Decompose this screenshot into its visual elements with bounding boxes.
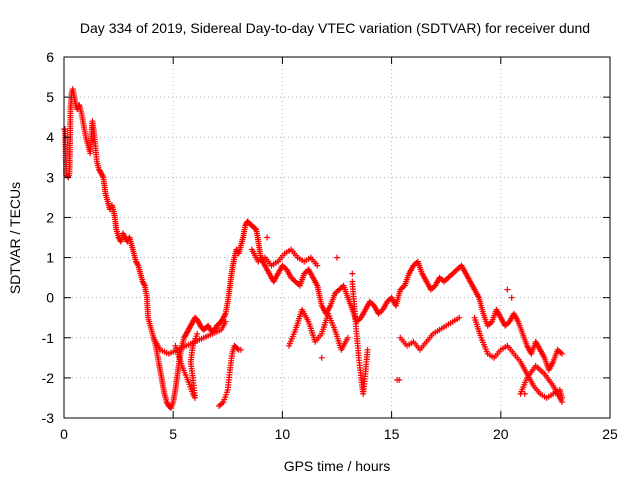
x-tick-label: 20	[493, 426, 509, 442]
data-point	[318, 354, 325, 361]
data-point	[334, 254, 340, 261]
data-point	[314, 262, 321, 269]
data-point	[222, 318, 229, 325]
y-axis-label: SDTVAR / TECUs	[7, 182, 23, 294]
data-point	[396, 376, 403, 383]
data-point	[194, 330, 201, 337]
x-tick-label: 10	[275, 426, 291, 442]
plot-frame	[63, 56, 611, 419]
data-point	[99, 173, 106, 179]
axis-ticks	[63, 56, 611, 419]
y-tick-label: 6	[46, 49, 54, 65]
data-point	[221, 312, 228, 318]
data-point	[234, 345, 241, 352]
data-series-sdtvar	[61, 86, 565, 411]
data-point	[141, 281, 148, 288]
data-point	[559, 350, 565, 357]
chart-title: Day 334 of 2019, Sidereal Day-to-day VTE…	[80, 20, 590, 36]
y-tick-label: 1	[46, 250, 54, 266]
y-tick-label: 4	[46, 129, 54, 145]
x-axis-label: GPS time / hours	[284, 458, 391, 474]
data-point	[456, 314, 463, 321]
y-tick-label: 0	[46, 290, 54, 306]
data-point	[508, 294, 515, 301]
data-point	[521, 390, 528, 397]
data-point	[237, 346, 244, 353]
data-point	[559, 399, 565, 405]
y-tick-label: -2	[42, 370, 55, 386]
x-tick-label: 15	[384, 426, 400, 442]
y-tick-label: 2	[46, 209, 54, 225]
x-tick-label: 0	[60, 426, 68, 442]
y-tick-label: -3	[42, 410, 55, 426]
data-point	[504, 286, 511, 293]
tick-labels: 0 5 10 15 20 25 -3 -2 -1 0 1 2 3 4 5 6	[42, 49, 618, 442]
data-point	[344, 334, 351, 341]
data-point	[364, 346, 371, 353]
x-tick-label: 5	[169, 426, 177, 442]
y-tick-label: 3	[46, 169, 54, 185]
x-tick-label: 25	[602, 426, 618, 442]
y-tick-label: 5	[46, 89, 54, 105]
y-tick-label: -1	[42, 330, 55, 346]
data-point	[349, 270, 356, 277]
data-point	[264, 234, 271, 241]
